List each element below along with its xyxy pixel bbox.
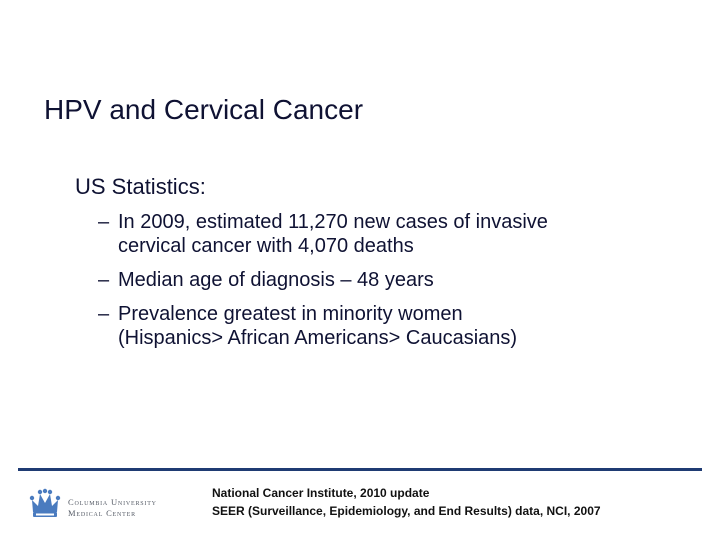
section-heading: US Statistics: [75, 174, 206, 199]
logo-wordmark: Columbia University Medical Center [68, 497, 157, 519]
dash-marker: – [98, 269, 110, 291]
slide-title: HPV and Cervical Cancer [44, 94, 364, 125]
bullet-line: Median age of diagnosis – 48 years [118, 269, 434, 291]
bullet-list: – In 2009, estimated 11,270 new cases of… [98, 210, 698, 360]
bullet-item: – Median age of diagnosis – 48 years [98, 268, 698, 292]
bullet-item: – Prevalence greatest in minority women … [98, 302, 698, 350]
dash-marker: – [98, 211, 110, 233]
citation-line: SEER (Surveillance, Epidemiology, and En… [212, 504, 601, 518]
columbia-crown-icon [29, 488, 61, 517]
logo-line-university: Columbia University [68, 497, 157, 507]
bullet-item: – In 2009, estimated 11,270 new cases of… [98, 210, 698, 258]
footer-divider [18, 468, 702, 471]
logo-line-medical-center: Medical Center [68, 508, 136, 518]
bullet-line: In 2009, estimated 11,270 new cases of i… [118, 211, 548, 233]
citations: National Cancer Institute, 2010 update S… [212, 484, 601, 520]
columbia-logo: Columbia University Medical Center [28, 488, 188, 524]
bullet-line: Prevalence greatest in minority women [118, 303, 463, 325]
bullet-line: (Hispanics> African Americans> Caucasian… [118, 327, 518, 349]
citation-line: National Cancer Institute, 2010 update [212, 486, 430, 500]
bullet-line: cervical cancer with 4,070 deaths [118, 235, 414, 257]
dash-marker: – [98, 303, 110, 325]
